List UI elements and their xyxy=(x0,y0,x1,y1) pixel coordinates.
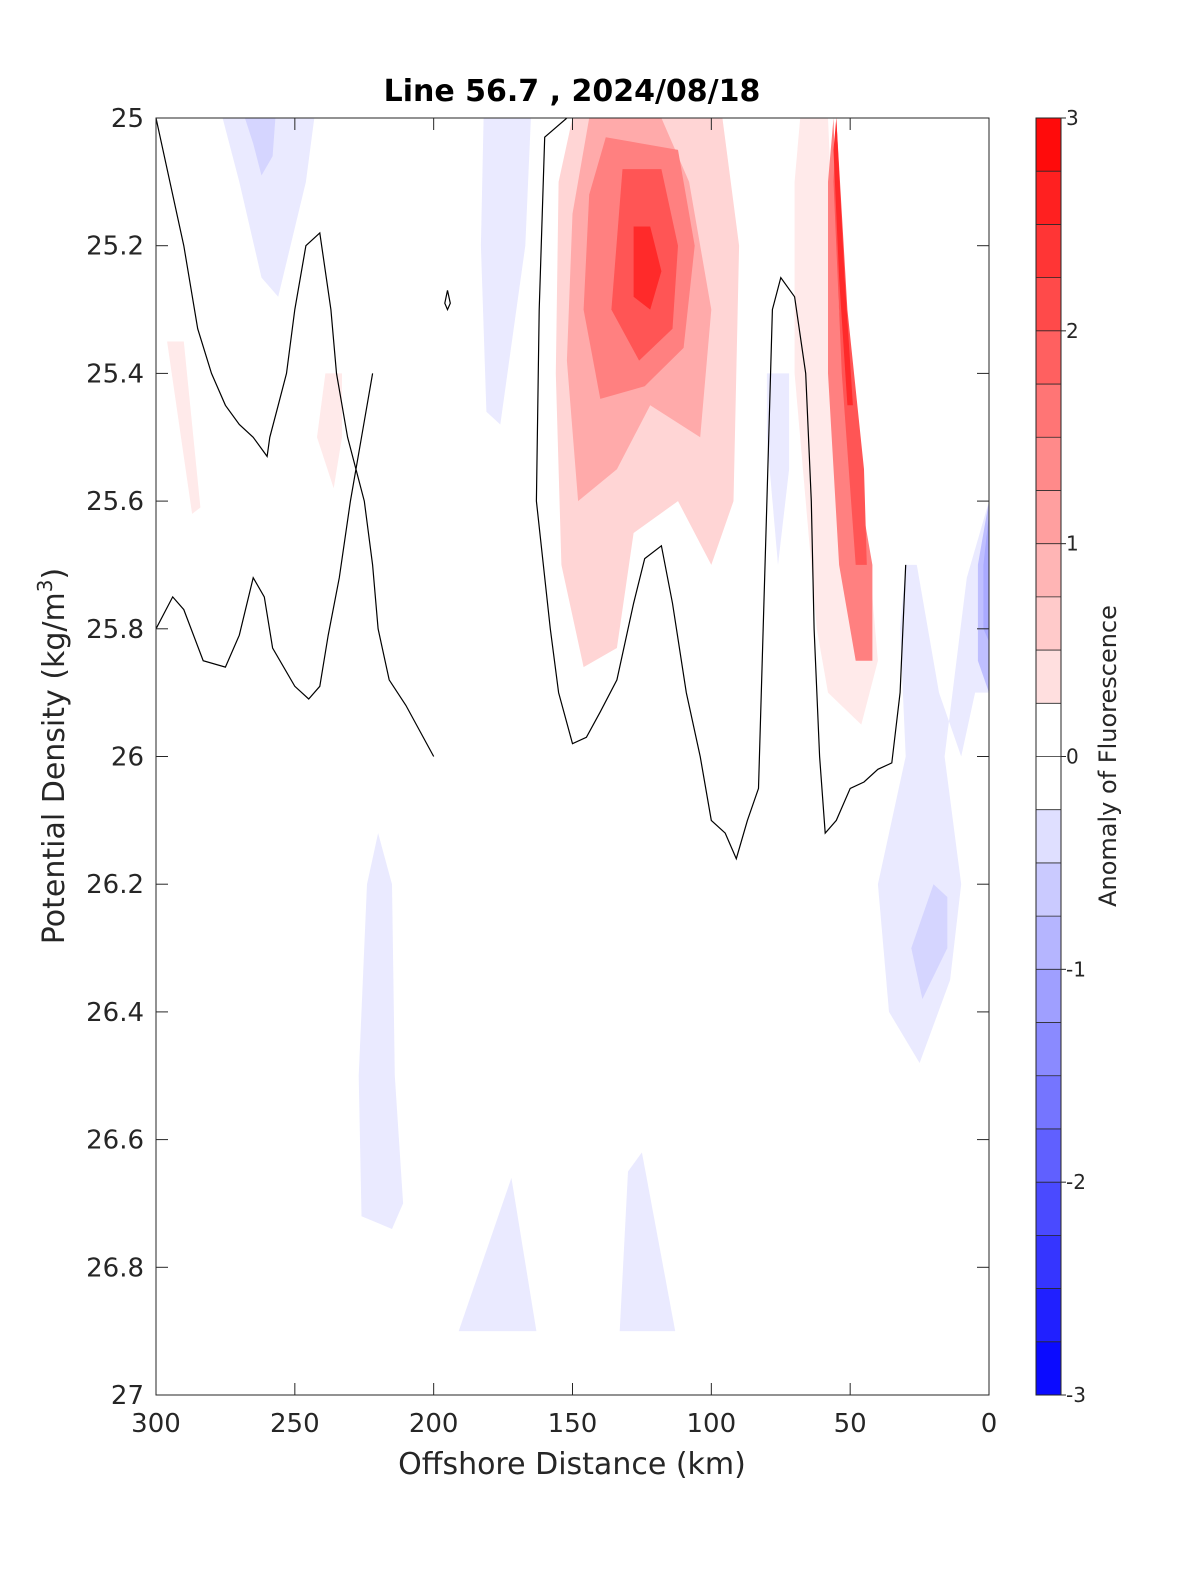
x-tick-label: 100 xyxy=(687,1409,737,1439)
y-tick-label: 25.4 xyxy=(86,359,144,389)
colorbar-tick-label: 3 xyxy=(1066,106,1079,130)
y-tick-label: 27 xyxy=(111,1381,144,1411)
colorbar-segment xyxy=(1036,862,1061,917)
negative-anomaly-region xyxy=(458,1177,537,1332)
small-zero-contour xyxy=(444,290,451,312)
colorbar-segment xyxy=(1036,384,1061,438)
zero-contour-line xyxy=(156,373,374,700)
negative-anomaly-region xyxy=(358,833,404,1229)
colorbar-tick-label: -3 xyxy=(1066,1383,1086,1407)
negative-anomaly-region xyxy=(983,513,989,642)
negative-anomaly-region xyxy=(877,501,989,1064)
x-tick-label: 50 xyxy=(834,1409,867,1439)
y-tick-label: 26.2 xyxy=(86,870,144,900)
x-tick-label: 150 xyxy=(548,1409,598,1439)
zero-contour-line xyxy=(535,118,907,861)
y-tick-label: 26.4 xyxy=(86,998,144,1028)
y-tick-label: 25.6 xyxy=(86,487,144,517)
y-tick-label: 26 xyxy=(111,743,144,773)
positive-anomaly-region xyxy=(833,118,853,406)
zero-contour-line xyxy=(156,118,435,757)
colorbar-segment xyxy=(1036,543,1061,598)
colorbar-segment xyxy=(1036,1235,1061,1290)
x-tick-label: 300 xyxy=(131,1409,181,1439)
colorbar-tick-label: 1 xyxy=(1066,532,1079,556)
x-tick-label: 0 xyxy=(981,1409,998,1439)
colorbar-segment xyxy=(1036,171,1061,225)
y-axis-title: Potential Density (kg/m3) xyxy=(33,568,72,944)
colorbar: -3 -2 -1 0 1 2 3 xyxy=(1035,106,1086,1407)
colorbar-title: Anomaly of Fluorescence xyxy=(1094,605,1122,907)
x-axis-title: Offshore Distance (km) xyxy=(398,1447,746,1482)
plot-area: 300 250 200 150 100 50 0 25 25.2 25.4 25.6 25.8 26 26… xyxy=(86,104,997,1439)
x-tick-label: 200 xyxy=(409,1409,459,1439)
colorbar-segment xyxy=(1036,703,1061,757)
negative-anomaly-region xyxy=(766,373,790,565)
colorbar-tick-label: -1 xyxy=(1066,957,1086,981)
colorbar-segment xyxy=(1036,224,1061,279)
colorbar-tick-label: 0 xyxy=(1066,745,1079,769)
negative-anomaly-region xyxy=(480,118,531,425)
negative-anomaly-region xyxy=(214,118,315,297)
colorbar-segment xyxy=(1036,969,1061,1024)
y-tick-label: 25 xyxy=(111,104,144,134)
y-axis-title-sup: 3 xyxy=(33,579,57,592)
colorbar-segment xyxy=(1036,1075,1061,1130)
colorbar-segment xyxy=(1036,1128,1061,1183)
colorbar-segment xyxy=(1036,118,1061,172)
y-tick-label: 25.2 xyxy=(86,232,144,262)
colorbar-segment xyxy=(1036,1288,1061,1343)
positive-anomaly-region xyxy=(633,226,662,310)
x-tick-label: 250 xyxy=(270,1409,320,1439)
colorbar-segment xyxy=(1036,596,1061,651)
y-tick-label: 26.6 xyxy=(86,1126,144,1156)
positive-anomaly-region xyxy=(167,341,201,514)
colorbar-segment xyxy=(1036,490,1061,545)
colorbar-tick-label: -2 xyxy=(1066,1170,1086,1194)
colorbar-segment xyxy=(1036,916,1061,970)
chart-title: Line 56.7 , 2024/08/18 xyxy=(384,74,761,109)
colorbar-segment xyxy=(1036,756,1061,811)
negative-anomaly-region xyxy=(244,118,276,176)
negative-anomaly-region xyxy=(619,1152,676,1332)
negative-anomaly-region xyxy=(911,884,948,1000)
colorbar-segment xyxy=(1036,330,1061,385)
colorbar-segment xyxy=(1036,650,1061,704)
y-tick-label: 25.8 xyxy=(86,615,144,645)
colorbar-segment xyxy=(1036,277,1061,332)
y-tick-label: 26.8 xyxy=(86,1253,144,1283)
colorbar-tick-label: 2 xyxy=(1066,319,1079,343)
colorbar-segment xyxy=(1036,809,1061,864)
positive-anomaly-region xyxy=(317,373,342,489)
colorbar-segment xyxy=(1036,1341,1061,1396)
y-axis-title-close: ) xyxy=(37,568,72,580)
colorbar-segment xyxy=(1036,437,1061,491)
colorbar-segment xyxy=(1036,1182,1061,1236)
y-axis-title-main: Potential Density (kg/m xyxy=(37,592,72,944)
colorbar-segment xyxy=(1036,1022,1061,1077)
